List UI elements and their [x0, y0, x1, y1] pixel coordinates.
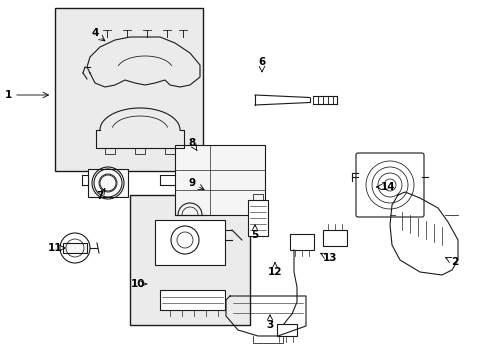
Text: 11: 11	[48, 243, 62, 253]
Bar	[323, 230, 346, 246]
Text: 3: 3	[266, 320, 273, 330]
Text: 13: 13	[322, 253, 337, 263]
Bar	[63, 243, 87, 253]
Bar	[289, 234, 313, 250]
Bar	[55, 8, 203, 171]
Text: 9: 9	[188, 178, 195, 188]
Bar	[155, 220, 224, 265]
Text: 2: 2	[450, 257, 458, 267]
Bar	[276, 324, 296, 336]
Bar	[160, 290, 224, 310]
Text: 7: 7	[96, 191, 103, 201]
Text: 1: 1	[4, 90, 12, 100]
Text: 10: 10	[130, 279, 145, 289]
Text: 4: 4	[91, 28, 99, 38]
Bar	[130, 195, 249, 325]
Text: 6: 6	[258, 57, 265, 67]
Text: 12: 12	[267, 267, 282, 277]
Bar	[247, 200, 267, 236]
Bar	[175, 145, 264, 215]
Bar	[88, 169, 128, 197]
Text: 8: 8	[188, 138, 195, 148]
Text: 14: 14	[380, 182, 394, 192]
Text: 5: 5	[251, 230, 258, 240]
FancyBboxPatch shape	[355, 153, 423, 217]
